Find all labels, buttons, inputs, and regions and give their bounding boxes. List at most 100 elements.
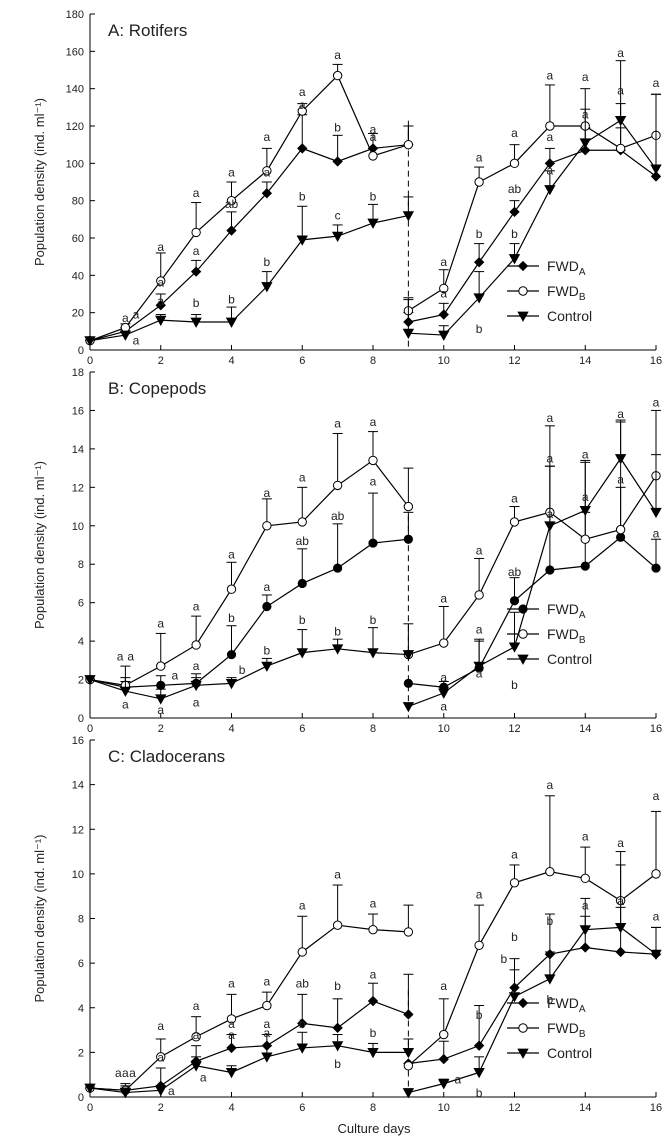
y-tick-label: 10 [72, 521, 84, 533]
significance-letter: a [547, 68, 554, 82]
data-point [261, 661, 273, 672]
significance-letter: ab [331, 509, 345, 523]
significance-letter: a [157, 703, 164, 717]
significance-letter: b [476, 1086, 483, 1100]
chart-panel-3: 0 2 4 6 8 10 12 14 16 0 2 4 6 8 10 12 14 16 Population den… [32, 735, 662, 1114]
significance-letter: b [299, 1017, 306, 1031]
x-tick-label: 6 [299, 355, 305, 367]
data-point [439, 638, 449, 648]
data-point [580, 561, 590, 571]
significance-letter: b [334, 979, 341, 993]
x-tick-label: 16 [650, 355, 662, 367]
significance-letter: b [193, 296, 200, 310]
data-point [261, 1052, 273, 1063]
data-point [474, 590, 484, 600]
data-point [155, 694, 167, 705]
series-line [408, 457, 657, 708]
significance-letter: a [582, 899, 589, 913]
data-point [262, 166, 272, 176]
x-tick-label: 8 [370, 723, 376, 735]
significance-letter: a [582, 70, 589, 84]
series-fwda [84, 906, 662, 1096]
x-tick-label: 12 [508, 1102, 520, 1114]
series-line [408, 926, 657, 1094]
significance-letter: a [440, 592, 447, 606]
data-point [580, 145, 591, 156]
data-point [226, 1042, 237, 1054]
data-point [580, 534, 590, 544]
x-tick-label: 10 [438, 1102, 450, 1114]
x-tick-label: 10 [438, 355, 450, 367]
data-point [368, 151, 378, 161]
significance-letter: a [547, 451, 554, 465]
x-tick-label: 14 [579, 355, 591, 367]
significance-letter: a [193, 659, 200, 673]
significance-letter: a [547, 130, 554, 144]
significance-letter: a [617, 894, 624, 908]
significance-letter: a [228, 977, 235, 991]
y-tick-label: 8 [78, 559, 84, 571]
significance-letter: b [299, 190, 306, 204]
significance-letter: a [122, 697, 129, 711]
significance-letter: b [547, 914, 554, 928]
significance-letter: a [264, 1017, 271, 1031]
data-point [226, 225, 237, 236]
x-tick-label: 2 [158, 1102, 164, 1114]
significance-letter: a [370, 415, 377, 429]
data-point [403, 1009, 414, 1020]
data-point [368, 538, 378, 548]
data-point [297, 1018, 308, 1029]
x-tick-label: 4 [228, 1102, 234, 1114]
data-point [438, 1079, 450, 1090]
data-point [331, 231, 344, 242]
significance-letter: a [228, 1017, 235, 1031]
x-tick-label: 16 [650, 723, 662, 735]
data-point [226, 195, 237, 206]
significance-letter: a [476, 544, 483, 558]
data-point [402, 1047, 415, 1059]
legend-marker [517, 997, 529, 1009]
data-point [650, 164, 662, 175]
data-point [331, 644, 344, 655]
y-tick-label: 18 [72, 367, 84, 379]
data-point [226, 1014, 237, 1024]
data-point [367, 648, 379, 659]
y-tick-label: 6 [78, 958, 84, 970]
data-point [438, 309, 449, 320]
significance-letter: a [511, 492, 518, 506]
data-point [297, 947, 307, 957]
y-tick-label: 120 [66, 121, 84, 133]
series-line [89, 538, 409, 688]
significance-letter: a [193, 695, 200, 709]
significance-letter: a [122, 1066, 129, 1080]
series-line [89, 1045, 409, 1094]
legend-label-main: FWD [547, 1020, 579, 1036]
significance-letter: b [476, 322, 483, 336]
legend-label: Control [547, 308, 592, 324]
data-point [438, 330, 450, 341]
data-point [438, 1053, 449, 1065]
data-point [473, 661, 485, 672]
y-tick-label: 2 [78, 1047, 84, 1059]
legend-label-main: FWD [547, 283, 579, 299]
x-tick-label: 10 [438, 723, 450, 735]
data-point [368, 924, 378, 935]
data-point [545, 565, 555, 575]
data-point [156, 276, 166, 286]
data-point [614, 116, 627, 127]
y-tick-label: 14 [72, 780, 84, 792]
legend-marker [517, 311, 529, 322]
data-point [84, 336, 96, 347]
significance-letter: b [511, 678, 518, 692]
chart-panel-2: 0 2 4 6 8 10 12 14 16 18 0 2 4 6 8 10 12 14 16 Population d… [32, 367, 662, 735]
significance-letter: a [299, 98, 306, 112]
data-point [579, 925, 591, 936]
significance-letter: a [334, 867, 341, 881]
data-point [544, 185, 556, 196]
significance-letter: a [370, 130, 377, 144]
significance-letter: a [653, 396, 660, 410]
series-line [89, 648, 409, 700]
legend-marker [518, 604, 528, 614]
x-tick-label: 2 [158, 355, 164, 367]
